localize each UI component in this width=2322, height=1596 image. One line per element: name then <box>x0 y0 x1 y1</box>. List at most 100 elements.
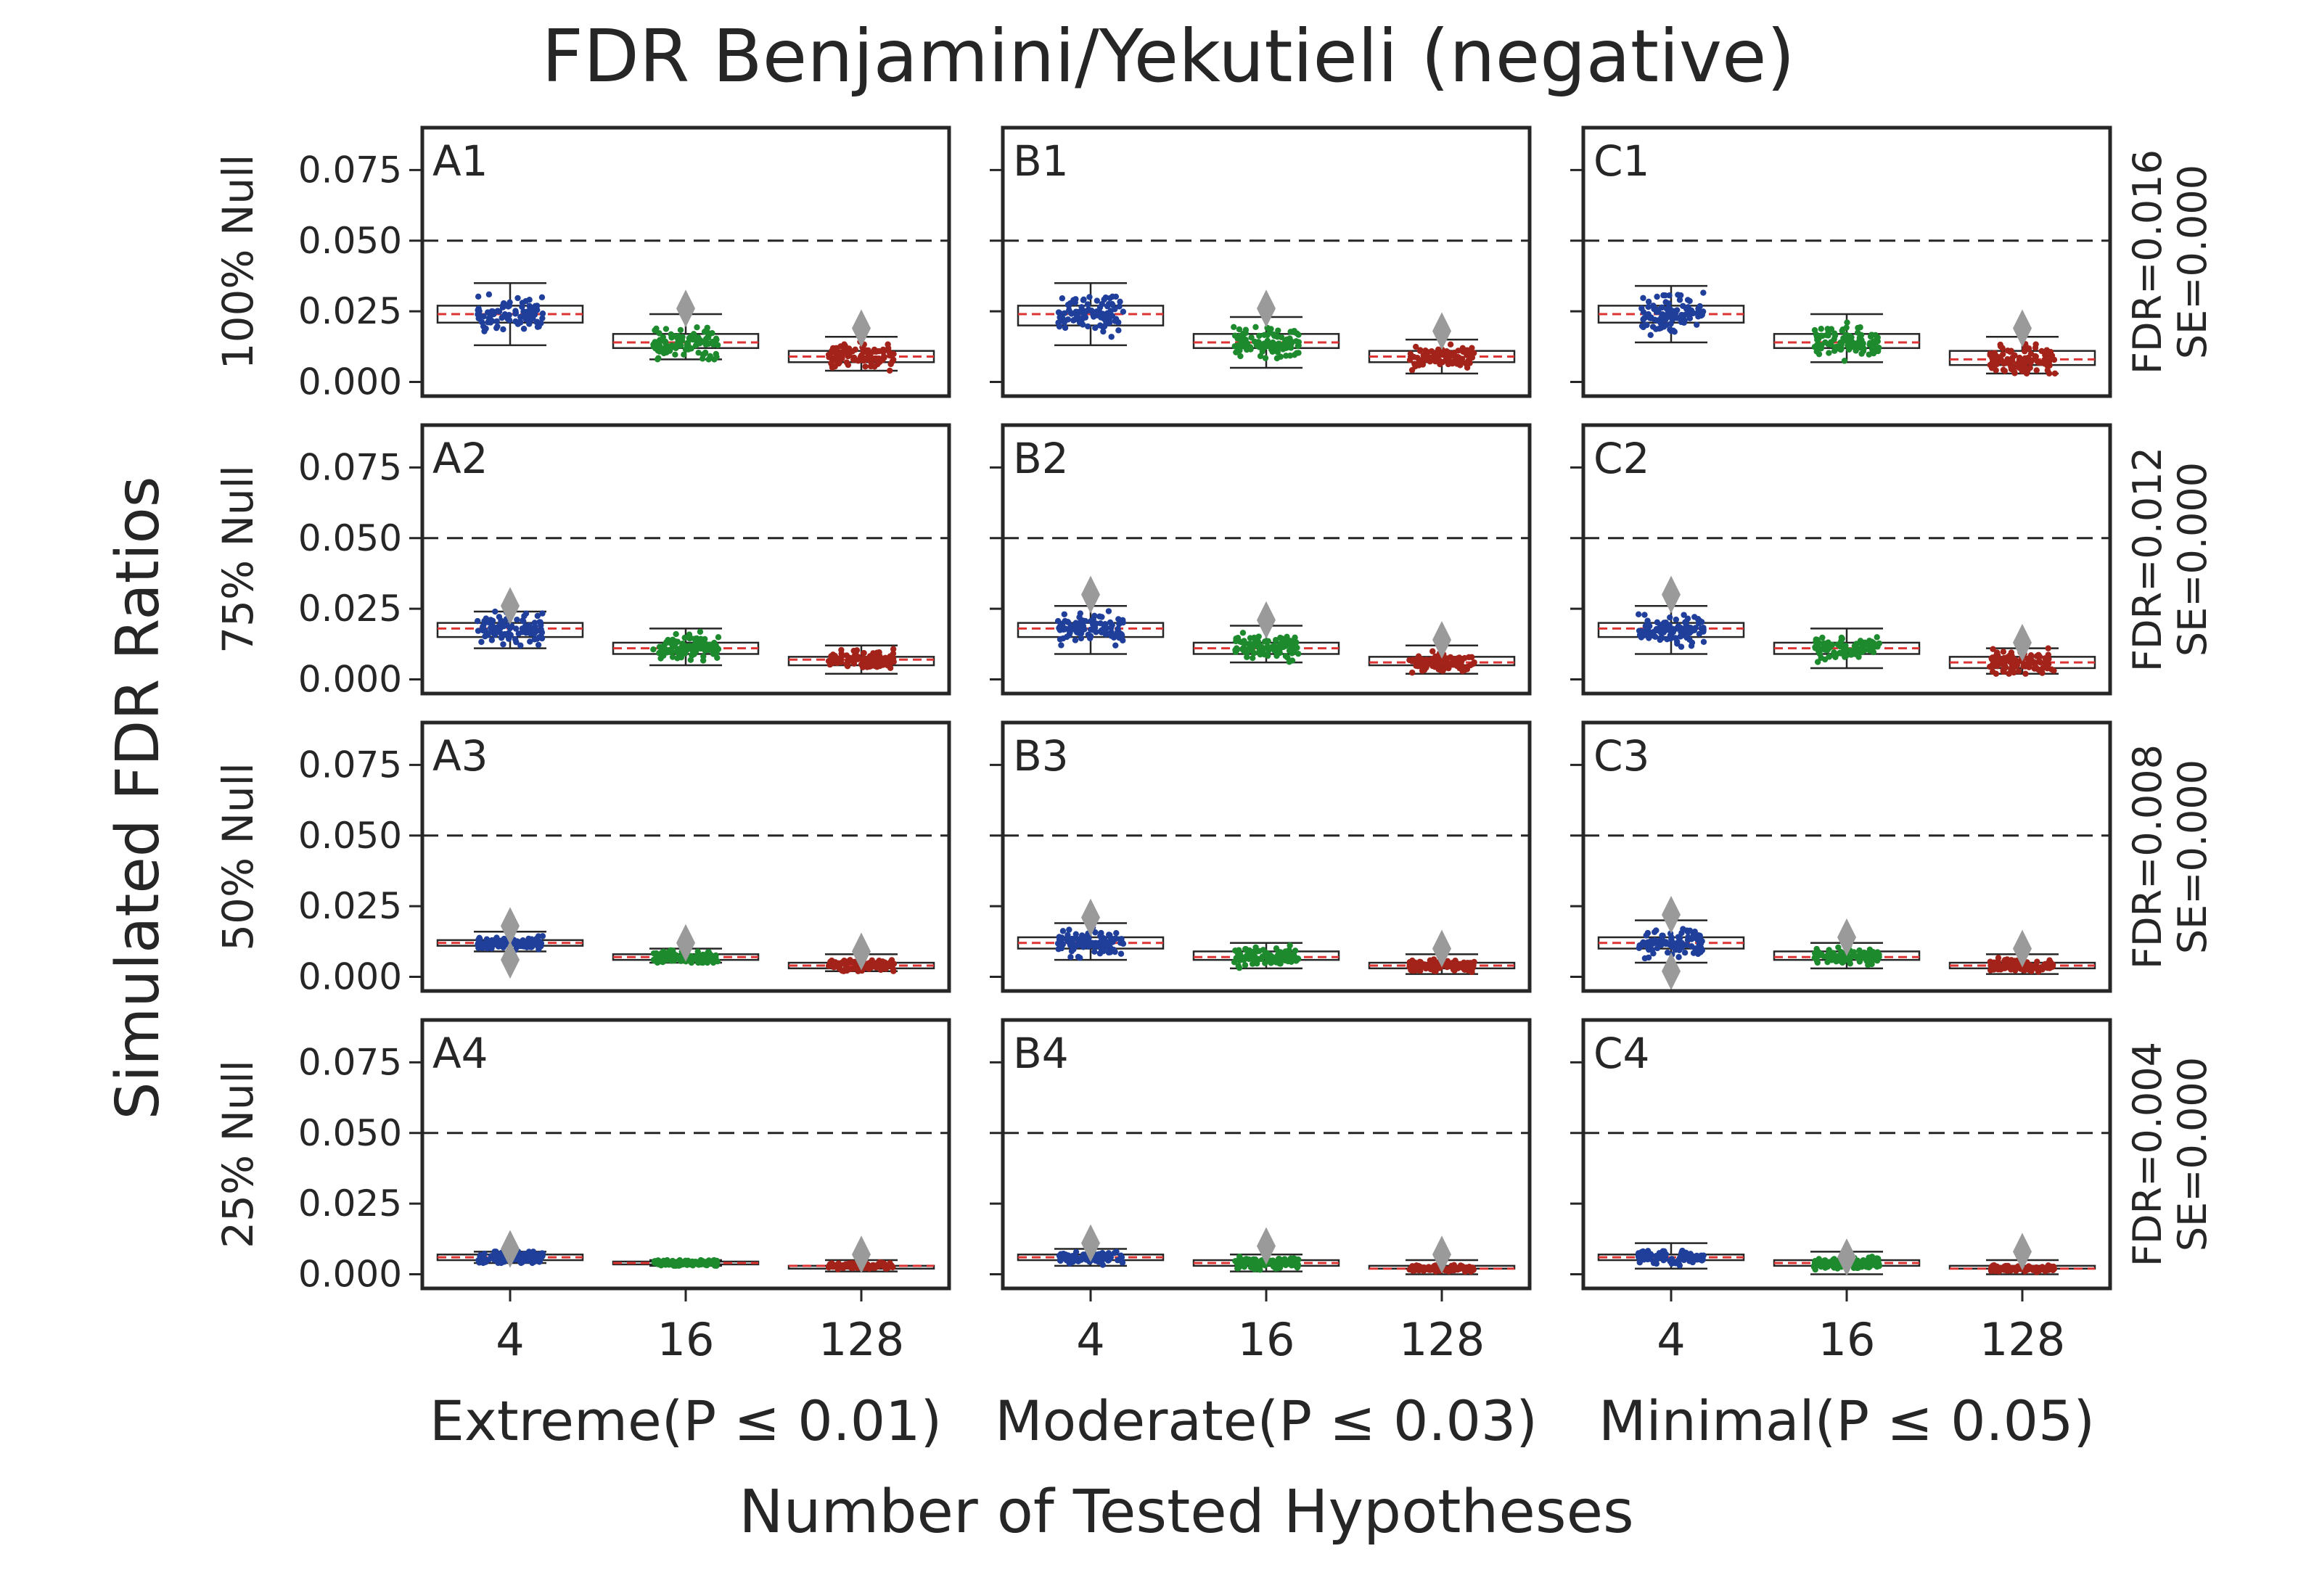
sample-dot <box>1814 659 1821 665</box>
sample-dot <box>1998 356 2004 363</box>
sample-dot <box>845 347 851 353</box>
sample-dot <box>1812 1266 1818 1273</box>
sample-dot <box>1063 633 1070 641</box>
box-a2-128 <box>787 644 935 675</box>
sample-dot <box>652 951 659 958</box>
sample-dot <box>1081 934 1088 940</box>
sample-dot <box>1091 612 1098 620</box>
sample-dot <box>1868 638 1875 645</box>
sample-dot <box>1649 324 1657 330</box>
sample-dot <box>827 958 834 965</box>
sample-dot <box>1670 939 1676 946</box>
box-c2-128 <box>1948 623 2096 677</box>
sample-dot <box>1828 339 1834 345</box>
sample-dot <box>1424 1264 1432 1271</box>
row-label: 100% Null <box>213 155 263 370</box>
sample-dot <box>1816 648 1822 654</box>
sample-dot <box>1849 647 1855 654</box>
sample-dot <box>1277 949 1284 955</box>
panel-frame <box>1581 720 2112 993</box>
sample-dot <box>837 1264 844 1270</box>
box-c2-16 <box>1773 628 1921 670</box>
sample-dot <box>677 326 684 334</box>
sample-dot <box>890 961 896 967</box>
sample-dot <box>669 649 676 655</box>
sample-dot <box>487 319 494 326</box>
sample-dot <box>1057 938 1064 945</box>
sample-dot <box>1105 300 1112 308</box>
sample-dot <box>1237 353 1244 360</box>
sample-dot <box>655 1257 662 1264</box>
sample-dot <box>1683 634 1690 641</box>
sample-dot <box>1059 295 1066 302</box>
sample-dot <box>1638 323 1646 329</box>
sample-dot <box>485 619 492 626</box>
sample-dot <box>500 326 506 333</box>
sample-dot <box>1450 966 1457 973</box>
sample-dot <box>1066 926 1072 933</box>
sample-dot <box>522 297 529 305</box>
outlier-marker <box>2013 1233 2032 1271</box>
sample-dot <box>1256 332 1263 340</box>
sample-dot <box>1673 616 1680 623</box>
row-se-stat: SE=0.000 <box>2170 165 2215 359</box>
sample-dot <box>1264 652 1271 659</box>
sample-dot <box>496 308 503 315</box>
panel-frame <box>420 126 951 398</box>
sample-dot <box>1676 297 1683 303</box>
sample-dot <box>1247 344 1254 350</box>
sample-dot <box>1697 303 1703 310</box>
sample-dot <box>1252 324 1259 330</box>
box-a4-16 <box>612 1256 760 1270</box>
sample-dot <box>1242 962 1249 968</box>
panel-label: B2 <box>1013 434 1069 483</box>
sample-dot <box>1105 608 1112 614</box>
sample-dot <box>1411 1263 1418 1270</box>
sample-dot <box>1247 641 1254 647</box>
sample-dot <box>1295 650 1302 657</box>
y-tick-label: 0.000 <box>298 361 402 403</box>
sample-dot <box>2020 663 2027 670</box>
box-b4-128 <box>1368 1235 1516 1275</box>
sample-dot <box>662 338 669 345</box>
box-a3-16 <box>612 924 760 966</box>
sample-dot <box>1274 953 1281 960</box>
sample-dot <box>520 617 526 624</box>
panel-a4: 0.000 0.025 0.050 0.075 4 16 128 A4 <box>298 1018 951 1366</box>
sample-dot <box>488 637 496 643</box>
sample-dot <box>1638 1250 1645 1256</box>
sample-dot <box>1231 332 1239 339</box>
sample-dot <box>1663 305 1670 313</box>
sample-dot <box>1292 634 1298 641</box>
sample-dot <box>1657 636 1663 643</box>
sample-dot <box>1234 647 1240 654</box>
panel-b2: B2 <box>990 423 1532 696</box>
outlier-marker <box>501 587 520 625</box>
sample-dot <box>522 622 529 630</box>
panel-frame <box>1001 423 1532 696</box>
outlier-marker <box>676 924 695 962</box>
sample-dot <box>1282 643 1289 649</box>
sample-dot <box>2022 1268 2028 1275</box>
sample-dot <box>1644 930 1651 937</box>
sample-dot <box>1080 321 1086 328</box>
sample-dot <box>500 302 506 308</box>
sample-dot <box>665 637 671 643</box>
sample-dot <box>1056 625 1062 631</box>
box-c1-16 <box>1773 313 1921 364</box>
sample-dot <box>2000 649 2007 655</box>
sample-dot <box>1065 1252 1072 1259</box>
sample-dot <box>1084 301 1091 308</box>
sample-dot <box>1811 326 1818 334</box>
panel-label: A3 <box>432 731 488 781</box>
sample-dot <box>672 351 678 358</box>
sample-dot <box>1095 1256 1102 1263</box>
sample-dot <box>493 318 500 325</box>
sample-dot <box>1055 946 1062 953</box>
sample-dot <box>1667 326 1673 333</box>
sample-dot <box>1067 309 1074 316</box>
box-a1-4 <box>436 281 584 347</box>
sample-dot <box>1061 310 1068 317</box>
sample-dot <box>1872 332 1879 339</box>
sample-dot <box>1674 641 1681 647</box>
